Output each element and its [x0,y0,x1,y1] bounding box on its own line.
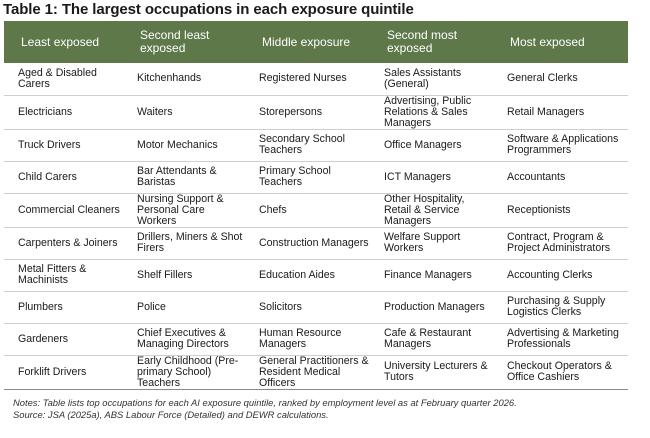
table-cell: Registered Nurses [259,72,347,85]
table-cell: Primary School Teachers [259,165,331,188]
table-row: Commercial Cleaners Nursing Support & Pe… [4,193,628,227]
table-cell: Kitchenhands [137,72,202,85]
table-cell: Early Childhood (Pre-primary School) Tea… [137,354,239,389]
table-cell: Truck Drivers [18,138,81,151]
table-row: Forklift Drivers Early Childhood (Pre-pr… [4,355,628,389]
table-cell: Software & Applications Programmers [507,133,619,156]
table-cell: General Practitioners & Resident Medical… [259,354,369,389]
table-cell: Purchasing & Supply Logistics Clerks [507,295,606,318]
table-cell: Storepersons [259,105,323,118]
table-cell: Aged & Disabled Carers [18,66,97,90]
table-cell: Plumbers [18,300,63,313]
table-cell: Forklift Drivers [18,365,87,378]
header-row: Least exposed Second least exposed Middl… [4,21,628,63]
table-cell: Secondary School Teachers [259,133,345,156]
table-row: Metal Fitters & Machinists Shelf Fillers… [4,259,628,291]
table-cell: Carpenters & Joiners [18,236,118,249]
table-cell: Chefs [259,203,287,216]
header-second-most-exposed: Second most exposed [370,21,493,63]
table-row: Gardeners Chief Executives & Managing Di… [4,323,628,355]
table-cell: Accountants [507,170,566,183]
table-cell: Solicitors [259,300,302,313]
table-cell: University Lecturers & Tutors [384,360,488,383]
table-cell: Police [137,300,166,313]
table-cell: Commercial Cleaners [18,203,120,216]
table-cell: ICT Managers [384,170,451,183]
table-cell: Welfare Support Workers [384,231,461,254]
table-cell: Cafe & Restaurant Managers [384,327,472,350]
table-cell: Human Resource Managers [259,327,342,350]
table-cell: Sales Assistants (General) [384,66,462,90]
notes-text: Notes: Table lists top occupations for e… [13,397,517,408]
table-cell: Production Managers [384,300,485,313]
table-cell: Electricians [18,105,73,118]
table-cell: Drillers, Miners & Shot Firers [137,231,243,254]
table-header: Least exposed Second least exposed Middl… [4,21,628,63]
occupations-table: Least exposed Second least exposed Middl… [4,21,628,390]
table-cell: Chief Executives & Managing Directors [137,327,229,350]
header-most-exposed: Most exposed [493,21,628,63]
header-middle-exposure: Middle exposure [245,21,370,63]
table-cell: Metal Fitters & Machinists [18,263,87,286]
table-footnotes: Notes: Table lists top occupations for e… [13,397,517,421]
table-cell: Accounting Clerks [507,268,593,281]
table-cell: Education Aides [259,268,335,281]
table-cell: Checkout Operators & Office Cashiers [507,360,612,383]
table-body: Aged & Disabled Carers Kitchenhands Regi… [4,63,628,389]
table-row: Plumbers Police Solicitors Production Ma… [4,291,628,323]
table-cell: Office Managers [384,138,462,151]
source-text: Source: JSA (2025a), ABS Labour Force (D… [13,409,329,420]
table-title: Table 1: The largest occupations in each… [3,1,414,18]
table-cell: Contract, Program & Project Administrato… [507,231,611,254]
header-second-least-exposed: Second least exposed [123,21,245,63]
table-cell: Shelf Fillers [137,268,193,281]
table-row: Electricians Waiters Storepersons Advert… [4,95,628,129]
table-row: Aged & Disabled Carers Kitchenhands Regi… [4,63,628,95]
table-cell: General Clerks [507,72,578,85]
table-cell: Receptionists [507,203,571,216]
table-cell: Finance Managers [384,268,472,281]
table-cell: Construction Managers [259,236,369,249]
header-least-exposed: Least exposed [4,21,123,63]
table-cell: Retail Managers [507,105,585,118]
table-cell: Advertising & Marketing Professionals [507,327,619,350]
table-cell: Bar Attendants & Baristas [137,165,217,188]
table-row: Truck Drivers Motor Mechanics Secondary … [4,129,628,161]
table-cell: Other Hospitality, Retail & Service Mana… [384,192,465,227]
table-row: Carpenters & Joiners Drillers, Miners & … [4,227,628,259]
table-cell: Advertising, Public Relations & Sales Ma… [384,94,472,129]
table-cell: Gardeners [18,332,69,345]
table-row: Child Carers Bar Attendants & Baristas P… [4,161,628,193]
table-cell: Nursing Support & Personal Care Workers [137,192,224,227]
table-cell: Motor Mechanics [137,138,218,151]
table-cell: Child Carers [18,170,77,183]
table-cell: Waiters [137,105,173,118]
